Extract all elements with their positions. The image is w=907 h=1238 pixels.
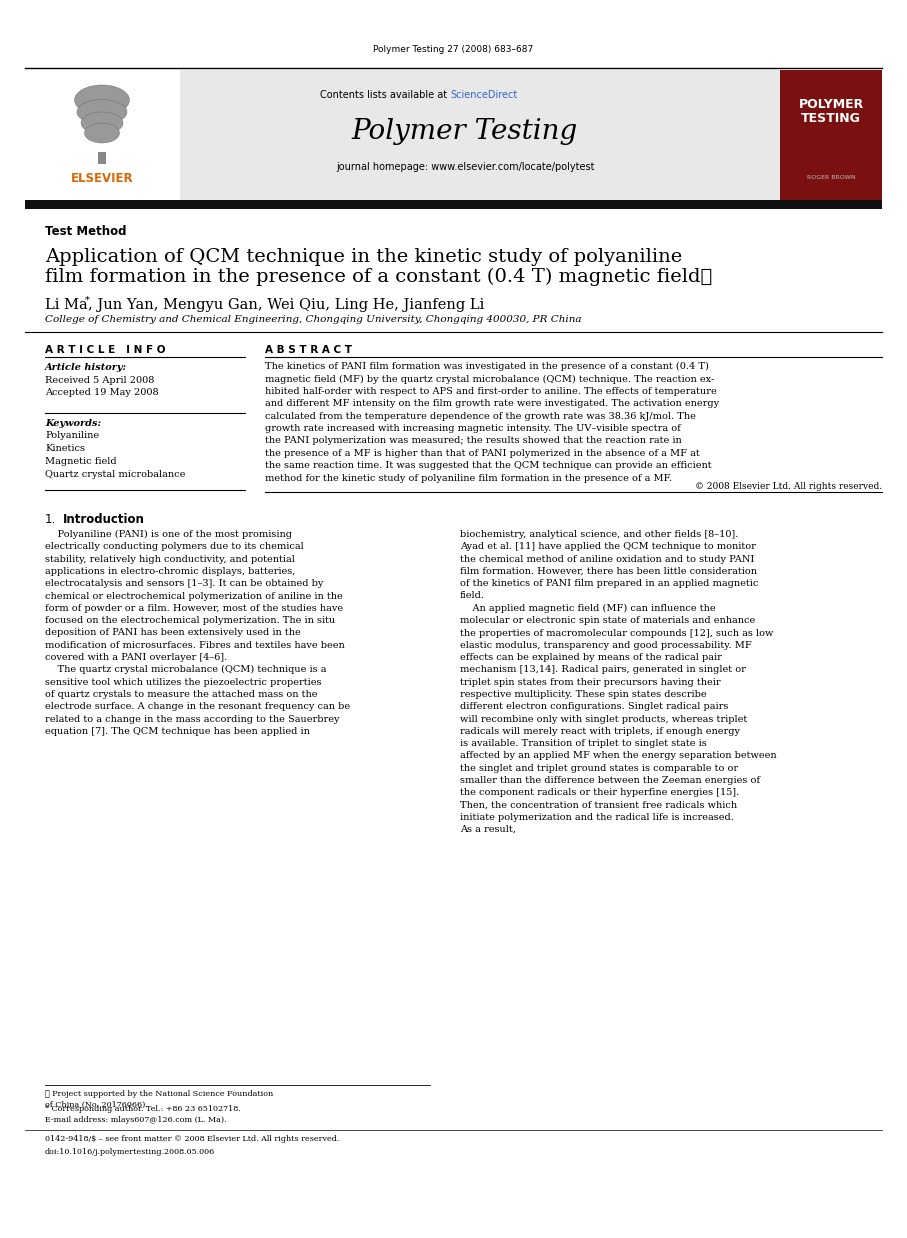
Text: Keywords:: Keywords: (45, 418, 101, 428)
Text: ROGER BROWN: ROGER BROWN (806, 175, 855, 180)
Text: Contents lists available at: Contents lists available at (320, 90, 450, 100)
Text: © 2008 Elsevier Ltd. All rights reserved.: © 2008 Elsevier Ltd. All rights reserved… (695, 482, 882, 491)
Text: Received 5 April 2008: Received 5 April 2008 (45, 376, 154, 385)
Ellipse shape (74, 85, 130, 115)
Text: A R T I C L E   I N F O: A R T I C L E I N F O (45, 345, 165, 355)
Text: Polyaniline (PANI) is one of the most promising
electrically conducting polymers: Polyaniline (PANI) is one of the most pr… (45, 530, 350, 735)
Text: Magnetic field: Magnetic field (45, 457, 117, 465)
Text: Application of QCM technique in the kinetic study of polyaniline: Application of QCM technique in the kine… (45, 248, 682, 266)
Text: Article history:: Article history: (45, 363, 127, 371)
Text: Polyaniline: Polyaniline (45, 431, 99, 439)
Ellipse shape (77, 99, 127, 125)
Text: 0142-9418/$ – see front matter © 2008 Elsevier Ltd. All rights reserved.: 0142-9418/$ – see front matter © 2008 El… (45, 1135, 339, 1143)
Bar (780, 71, 882, 201)
Text: , Jun Yan, Mengyu Gan, Wei Qiu, Ling He, Jianfeng Li: , Jun Yan, Mengyu Gan, Wei Qiu, Ling He,… (88, 298, 484, 312)
Bar (25, 71, 180, 201)
Text: ELSEVIER: ELSEVIER (71, 172, 133, 184)
Text: Accepted 19 May 2008: Accepted 19 May 2008 (45, 387, 159, 397)
Text: film formation in the presence of a constant (0.4 T) magnetic field⋆: film formation in the presence of a cons… (45, 267, 712, 286)
Text: 1.: 1. (45, 513, 56, 526)
Text: * Corresponding author. Tel.: +86 23 65102718.: * Corresponding author. Tel.: +86 23 651… (45, 1106, 240, 1113)
Text: Polymer Testing: Polymer Testing (352, 118, 578, 145)
Text: journal homepage: www.elsevier.com/locate/polytest: journal homepage: www.elsevier.com/locat… (336, 162, 594, 172)
Text: *: * (85, 296, 90, 305)
Text: E-mail address: mlays607@126.com (L. Ma).: E-mail address: mlays607@126.com (L. Ma)… (45, 1115, 227, 1124)
Text: Kinetics: Kinetics (45, 444, 85, 453)
Bar (98, 152, 106, 163)
Text: ScienceDirect: ScienceDirect (450, 90, 517, 100)
Ellipse shape (84, 123, 120, 144)
Text: POLYMER: POLYMER (798, 98, 863, 111)
Text: College of Chemistry and Chemical Engineering, Chongqing University, Chongqing 4: College of Chemistry and Chemical Engine… (45, 314, 581, 324)
Text: ★ Project supported by the National Science Foundation
of China (No. 20176066).: ★ Project supported by the National Scie… (45, 1089, 273, 1108)
Text: biochemistry, analytical science, and other fields [8–10].
Ayad et al. [11] have: biochemistry, analytical science, and ot… (460, 530, 776, 834)
Text: Polymer Testing 27 (2008) 683–687: Polymer Testing 27 (2008) 683–687 (374, 45, 533, 54)
Text: TESTING: TESTING (801, 111, 861, 125)
Bar (25, 201, 882, 209)
Text: doi:10.1016/j.polymertesting.2008.05.006: doi:10.1016/j.polymertesting.2008.05.006 (45, 1148, 215, 1156)
Ellipse shape (81, 111, 123, 134)
Text: Test Method: Test Method (45, 225, 126, 238)
Text: Introduction: Introduction (63, 513, 145, 526)
Text: A B S T R A C T: A B S T R A C T (265, 345, 352, 355)
Text: Quartz crystal microbalance: Quartz crystal microbalance (45, 470, 185, 479)
Text: The kinetics of PANI film formation was investigated in the presence of a consta: The kinetics of PANI film formation was … (265, 361, 719, 483)
Text: Li Ma: Li Ma (45, 298, 88, 312)
Bar (25, 71, 882, 201)
